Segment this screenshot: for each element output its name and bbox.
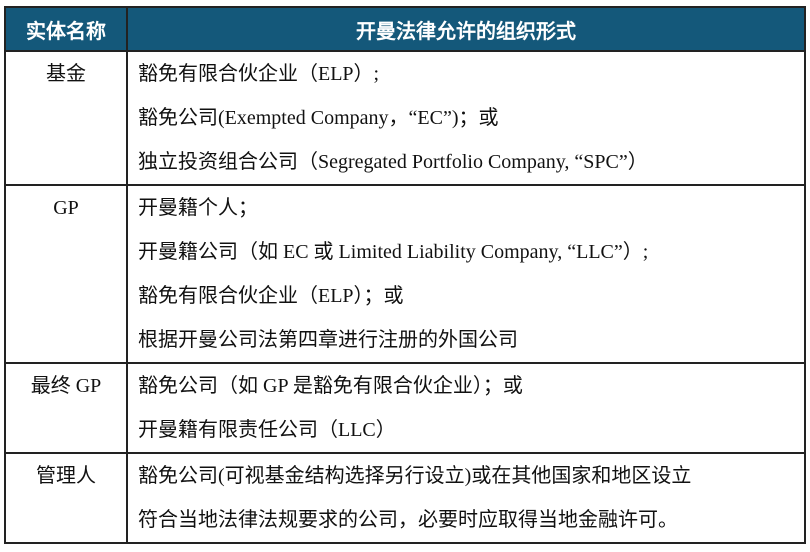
form-line: 独立投资组合公司（Segregated Portfolio Company, “… [138,151,648,173]
form-line: 豁免公司(Exempted Company，“EC”)；或 [138,107,499,129]
entity-name: GP [53,197,79,219]
form-line: 根据开曼公司法第四章进行注册的外国公司 [138,329,518,351]
entity-name: 管理人 [36,465,96,487]
form-line: 豁免公司(可视基金结构选择另行设立)或在其他国家和地区设立 [138,465,692,487]
entity-cell: 最终 GP [4,362,128,454]
form-line: 豁免公司（如 GP 是豁免有限合伙企业）；或 [138,375,523,397]
forms-cell: 开曼籍个人； 开曼籍公司（如 EC 或 Limited Liability Com… [126,184,806,364]
form-line: 豁免有限合伙企业（ELP）; [138,63,380,85]
entity-cell: GP [4,184,128,364]
table-row: 最终 GP 豁免公司（如 GP 是豁免有限合伙企业）；或 开曼籍有限责任公司（LLC… [4,362,806,454]
entity-cell: 管理人 [4,452,128,544]
forms-cell: 豁免公司（如 GP 是豁免有限合伙企业）；或 开曼籍有限责任公司（LLC） [126,362,806,454]
form-line: 开曼籍个人； [138,197,258,219]
header-row: 实体名称 开曼法律允许的组织形式 [4,6,806,52]
table-row: 管理人 豁免公司(可视基金结构选择另行设立)或在其他国家和地区设立 符合当地法律法规… [4,452,806,544]
form-line: 豁免有限合伙企业（ELP）；或 [138,285,404,307]
table-row: GP 开曼籍个人； 开曼籍公司（如 EC 或 Limited Liability C… [4,184,806,364]
entity-forms-table: 实体名称 开曼法律允许的组织形式 基金 豁免有限合伙企业（ELP）; 豁免公司(Ex… [4,6,806,544]
form-line: 开曼籍有限责任公司（LLC） [138,419,396,441]
forms-cell: 豁免有限合伙企业（ELP）; 豁免公司(Exempted Company，“EC”… [126,50,806,186]
form-line: 开曼籍公司（如 EC 或 Limited Liability Company, … [138,241,649,263]
header-entity: 实体名称 [4,6,128,52]
entity-name: 最终 GP [30,375,102,397]
entity-cell: 基金 [4,50,128,186]
form-line: 符合当地法律法规要求的公司，必要时应取得当地金融许可。 [138,509,678,531]
header-forms: 开曼法律允许的组织形式 [126,6,806,52]
forms-cell: 豁免公司(可视基金结构选择另行设立)或在其他国家和地区设立 符合当地法律法规要求的… [126,452,806,544]
entity-name: 基金 [46,63,86,85]
table-row: 基金 豁免有限合伙企业（ELP）; 豁免公司(Exempted Company，“E… [4,50,806,186]
